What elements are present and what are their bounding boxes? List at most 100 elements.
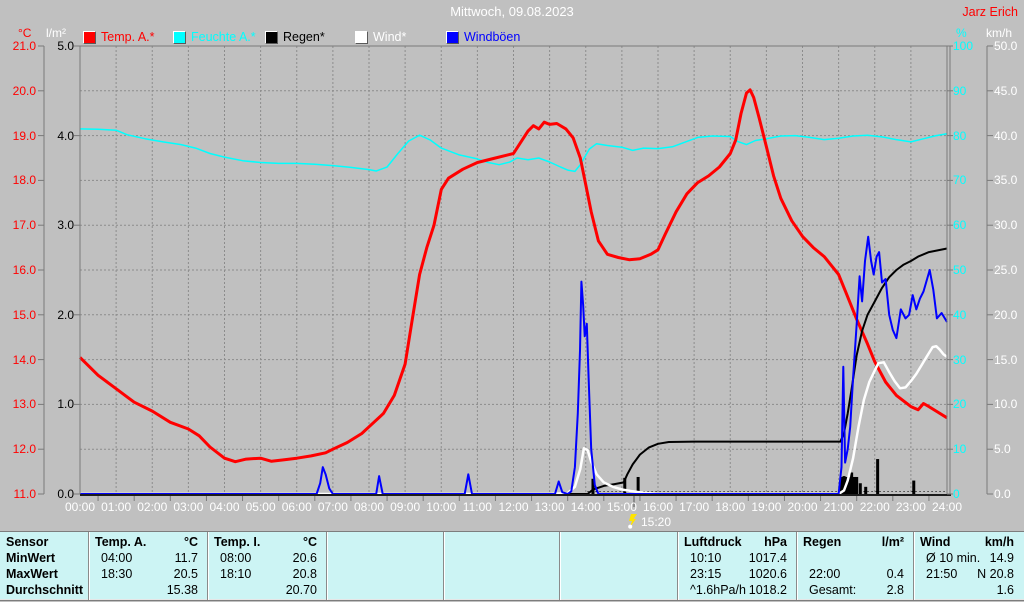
table-section-luftdruck: Luftdruck hPa 10:10 1017.4 23:15 1020.6 ^1.6hP… xyxy=(677,532,795,600)
x-tick-label: 14:00 xyxy=(570,500,601,514)
table-row-label: Durchschnitt xyxy=(6,583,84,597)
humidity-tick-label: 20 xyxy=(953,397,967,412)
temp-tick-label: 12.0 xyxy=(12,442,36,457)
x-tick-label: 01:00 xyxy=(101,500,132,514)
table-cell-time: 18:10 xyxy=(220,567,252,581)
legend-label: Wind* xyxy=(373,30,407,44)
table-row: 04:00 11.7 xyxy=(89,551,206,567)
x-tick-label: 24:00 xyxy=(931,500,963,514)
table-cell-value: 2.8 xyxy=(886,583,904,597)
rain-tick-label: 3.0 xyxy=(57,218,74,233)
humidity-tick-label: 60 xyxy=(953,218,967,233)
temp-tick-label: 17.0 xyxy=(12,218,36,233)
table-section-header: Regen l/m² xyxy=(803,535,904,549)
table-cell-time: 04:00 xyxy=(101,551,133,565)
rain-tick-label: 4.0 xyxy=(57,128,74,143)
x-tick-label: 09:00 xyxy=(390,500,421,514)
table-row: 22:00 0.4 xyxy=(797,567,912,583)
humidity-tick-label: 40 xyxy=(953,307,967,322)
x-tick-label: 06:00 xyxy=(281,500,312,514)
table-section-temp-i-: Temp. I. °C 08:00 20.6 18:10 20.8 20.70 xyxy=(207,532,325,600)
table-cell-time: ^1.6hPa/h xyxy=(690,583,746,597)
table-row: 18:10 20.8 xyxy=(208,567,325,583)
temp-tick-label: 18.0 xyxy=(12,173,36,188)
x-tick-label: 12:00 xyxy=(498,500,529,514)
rain-bar xyxy=(912,480,916,494)
table-row-label: MaxWert xyxy=(6,567,58,581)
table-cell-value: 11.7 xyxy=(174,551,198,565)
x-tick-label: 20:00 xyxy=(787,500,818,514)
x-tick-label: 05:00 xyxy=(245,500,276,514)
table-cell-time: 21:50 xyxy=(926,567,958,581)
x-tick-label: 21:00 xyxy=(823,500,854,514)
table-section-wind: Wind km/h Ø 10 min. 14.9 21:50 N 20.8 1.6 xyxy=(913,532,1022,600)
rain-bar xyxy=(840,476,844,494)
rain-axis-header: l/m² xyxy=(46,26,66,40)
temp-tick-label: 16.0 xyxy=(12,263,36,277)
table-cell-time: 08:00 xyxy=(220,551,252,565)
rain-bar xyxy=(850,472,854,494)
wind-tick-label: 45.0 xyxy=(994,83,1018,98)
statistics-table: Sensor MinWert MaxWert Durchschnitt Temp. A.… xyxy=(0,531,1024,601)
humidity-tick-label: 50 xyxy=(953,263,967,277)
table-row xyxy=(444,583,558,599)
table-row xyxy=(444,567,558,583)
rain-tick-label: 1.0 xyxy=(57,397,74,412)
table-row: 20.70 xyxy=(208,583,325,599)
table-row: 21:50 N 20.8 xyxy=(914,567,1022,583)
table-cell-time: Ø 10 min. xyxy=(926,551,981,565)
x-tick-label: 15:00 xyxy=(606,500,637,514)
legend-label: Feuchte A.* xyxy=(191,30,256,44)
table-cell-value: 20.5 xyxy=(173,567,198,581)
x-tick-label: 00:00 xyxy=(64,500,96,514)
wind-tick-label: 30.0 xyxy=(994,218,1018,233)
x-tick-label: 07:00 xyxy=(317,500,348,514)
humidity-tick-label: 70 xyxy=(953,173,967,188)
table-row xyxy=(327,567,442,583)
table-section-header xyxy=(327,535,442,551)
x-tick-label: 23:00 xyxy=(895,500,926,514)
x-tick-label: 02:00 xyxy=(137,500,168,514)
wind-tick-label: 35.0 xyxy=(994,173,1018,188)
temp-tick-label: 11.0 xyxy=(13,487,36,501)
page-title: Mittwoch, 09.08.2023 xyxy=(450,4,574,19)
humidity-tick-label: 100 xyxy=(953,39,974,53)
lightning-icon xyxy=(628,514,637,529)
legend-item: Temp. A.* xyxy=(83,30,155,44)
series-temp xyxy=(78,88,948,464)
author-label: Jarz Erich xyxy=(962,5,1018,19)
rain-bar xyxy=(876,459,880,494)
table-row xyxy=(560,567,676,583)
table-cell-value: 1.6 xyxy=(996,583,1014,597)
x-tick-label: 10:00 xyxy=(426,500,457,514)
table-row-label: Sensor xyxy=(6,535,49,549)
temp-axis-header: °C xyxy=(18,26,32,40)
x-tick-label: 19:00 xyxy=(751,500,782,514)
legend-swatch xyxy=(83,30,96,44)
rain-tick-label: 0.0 xyxy=(57,487,74,501)
table-section-header xyxy=(560,535,676,551)
table-section xyxy=(443,532,558,600)
x-tick-label: 04:00 xyxy=(209,500,240,514)
rain-bar xyxy=(591,478,595,494)
humidity-tick-label: 90 xyxy=(953,83,967,98)
legend-swatch xyxy=(265,30,278,44)
temp-tick-label: 15.0 xyxy=(12,307,36,322)
table-cell-value: 20.8 xyxy=(292,567,317,581)
table-cell-value: 1017.4 xyxy=(748,551,787,565)
table-row: 18:30 20.5 xyxy=(89,567,206,583)
x-tick-label: 18:00 xyxy=(715,500,746,514)
wind-tick-label: 10.0 xyxy=(994,397,1018,412)
x-tick-label: 13:00 xyxy=(534,500,565,514)
temp-tick-label: 14.0 xyxy=(12,352,36,367)
rain-bar xyxy=(636,476,640,494)
wind-tick-label: 50.0 xyxy=(994,39,1018,53)
legend-item: Wind* xyxy=(355,30,406,44)
rain-bar xyxy=(855,476,859,494)
rain-bar xyxy=(858,483,862,494)
rain-bar xyxy=(623,477,627,494)
table-cell-value: N 20.8 xyxy=(977,567,1014,581)
wind-tick-label: 0.0 xyxy=(994,487,1011,501)
table-section-regen: Regen l/m² 22:00 0.4 Gesamt: 2.8 xyxy=(796,532,912,600)
